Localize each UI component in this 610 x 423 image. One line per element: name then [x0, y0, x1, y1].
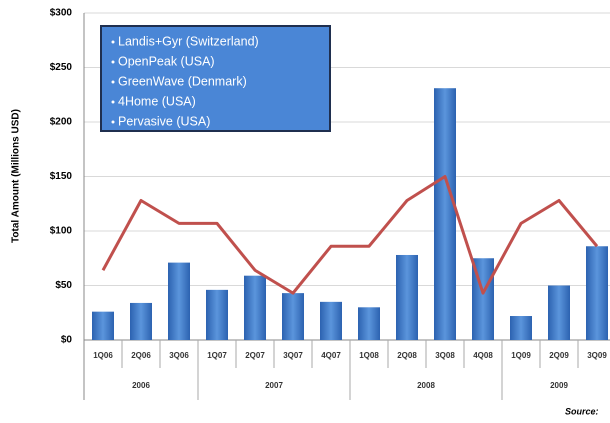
y-tick-label: $50 [55, 280, 72, 291]
annotation-line: 4Home (USA) [118, 94, 196, 108]
bullet [111, 40, 115, 44]
bar [282, 293, 304, 340]
y-tick-label: $200 [50, 117, 73, 128]
source: Source: [565, 406, 599, 416]
x-tick-label: 2Q08 [397, 351, 417, 360]
y-axis-label: Total Amount (Millions USD) [11, 109, 22, 243]
x-tick-label: 3Q06 [169, 351, 189, 360]
y-tick-label: $100 [50, 226, 73, 237]
x-tick-label: 2Q09 [549, 351, 569, 360]
bullet [111, 100, 115, 104]
bullet [111, 120, 115, 124]
bar [320, 301, 342, 340]
bar [358, 307, 380, 340]
annotation-box [100, 25, 331, 132]
bar [244, 275, 266, 340]
bar [92, 311, 114, 340]
bar [130, 302, 152, 340]
bar [548, 285, 570, 340]
group-label: 2006 [132, 381, 150, 390]
group-label: 2007 [265, 381, 283, 390]
bar [586, 246, 608, 340]
line [101, 175, 599, 295]
y-tick-label: $150 [50, 171, 73, 182]
x-tick-label: 2Q07 [245, 351, 265, 360]
x-tick-label: 3Q09 [587, 351, 607, 360]
bar [510, 316, 532, 340]
y-tick-label: $300 [50, 8, 73, 19]
annotation-line: Landis+Gyr (Switzerland) [118, 34, 259, 48]
bar [396, 254, 418, 340]
x-tick-label: 3Q08 [435, 351, 455, 360]
bullet [111, 80, 115, 84]
x-tick-label: 3Q07 [283, 351, 303, 360]
y-tick-label: $0 [61, 335, 73, 346]
x-tick-label: 1Q08 [359, 351, 379, 360]
bar [434, 88, 456, 341]
x-tick-label: 1Q07 [207, 351, 227, 360]
group-label: 2008 [417, 381, 435, 390]
bar [206, 289, 228, 340]
x-tick-label: 4Q08 [473, 351, 493, 360]
x-tick-label: 2Q06 [131, 351, 151, 360]
group-label: 2009 [550, 381, 568, 390]
x-tick-label: 1Q06 [93, 351, 113, 360]
annotation-line: Pervasive (USA) [118, 114, 210, 128]
y-tick-label: $250 [50, 62, 73, 73]
bar [168, 262, 190, 340]
bullet [111, 60, 115, 64]
x-tick-label: 1Q09 [511, 351, 531, 360]
annotation-line: OpenPeak (USA) [118, 54, 215, 68]
x-tick-label: 4Q07 [321, 351, 341, 360]
annotation-line: GreenWave (Denmark) [118, 74, 247, 88]
